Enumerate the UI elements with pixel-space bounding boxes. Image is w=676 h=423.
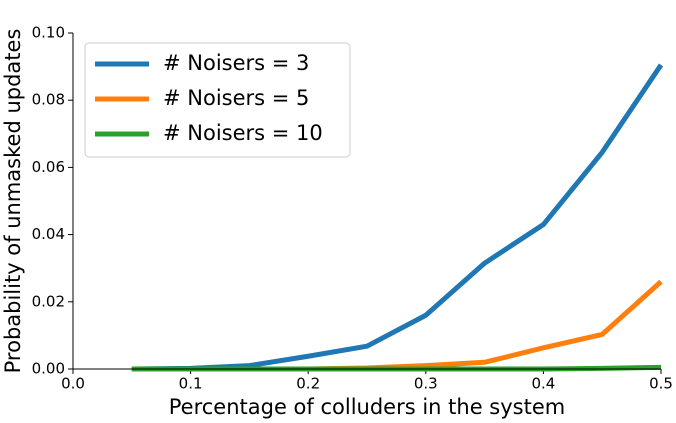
y-axis-label: Probability of unmasked updates (1, 29, 25, 374)
line-series (131, 279, 663, 372)
y-tick-label: 0.06 (32, 158, 65, 176)
y-tick-label: 0.00 (32, 360, 65, 378)
legend-box (84, 42, 351, 158)
legend-label: # Noisers = 3 (163, 51, 309, 75)
legend-label: # Noisers = 10 (163, 121, 323, 145)
x-tick-label: 0.1 (179, 375, 203, 393)
legend-label: # Noisers = 5 (163, 86, 309, 110)
x-axis-label: Percentage of colluders in the system (169, 395, 565, 419)
y-tick-label: 0.04 (32, 225, 65, 243)
x-tick-label: 0.0 (61, 375, 85, 393)
x-tick-label: 0.3 (414, 375, 438, 393)
y-tick-label: 0.10 (32, 24, 65, 42)
y-tick-label: 0.02 (32, 292, 65, 310)
x-tick-label: 0.4 (531, 375, 555, 393)
x-tick-label: 0.5 (649, 375, 673, 393)
x-tick-label: 0.2 (296, 375, 320, 393)
y-tick-label: 0.08 (32, 91, 65, 109)
